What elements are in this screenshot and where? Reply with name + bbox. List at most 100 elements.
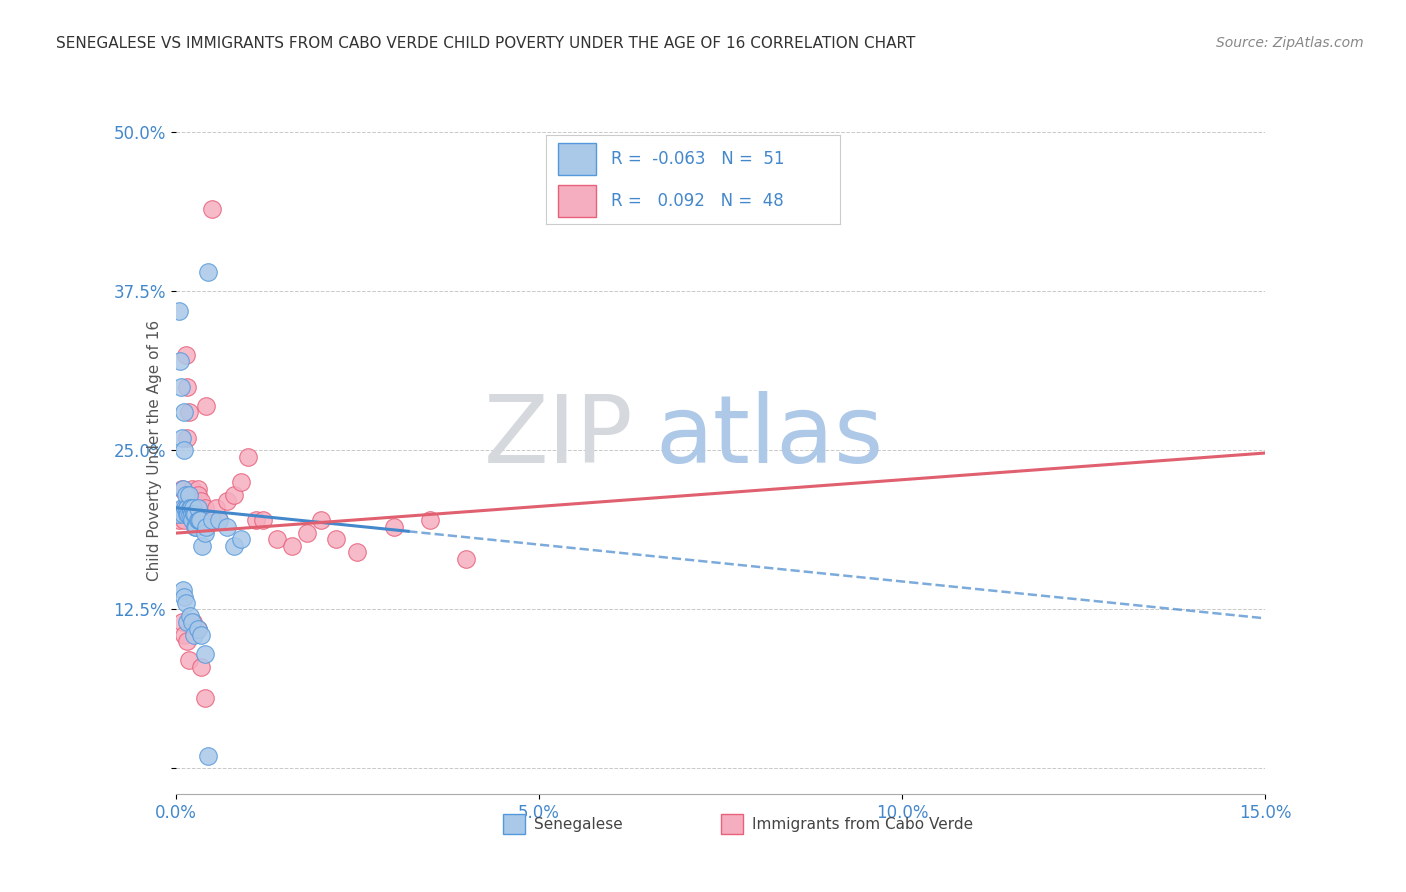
Point bbox=[172, 615, 194, 630]
Point bbox=[382, 520, 405, 534]
Point bbox=[176, 431, 198, 445]
Point bbox=[172, 507, 194, 521]
Point bbox=[169, 354, 191, 368]
Point bbox=[176, 507, 198, 521]
Point bbox=[281, 539, 304, 553]
Point bbox=[186, 622, 209, 636]
Point bbox=[186, 482, 209, 496]
Point bbox=[252, 513, 274, 527]
Point bbox=[325, 533, 347, 547]
Point bbox=[204, 500, 226, 515]
Point bbox=[222, 539, 245, 553]
Point bbox=[174, 507, 197, 521]
Point bbox=[238, 450, 260, 464]
Point bbox=[197, 265, 219, 279]
Point bbox=[190, 513, 212, 527]
Point bbox=[174, 488, 197, 502]
Point bbox=[197, 748, 219, 763]
Point bbox=[169, 507, 191, 521]
Point bbox=[179, 507, 201, 521]
Point bbox=[176, 380, 198, 394]
Point bbox=[183, 500, 205, 515]
Point bbox=[183, 520, 205, 534]
Point bbox=[194, 500, 217, 515]
Text: R =  -0.063   N =  51: R = -0.063 N = 51 bbox=[612, 150, 785, 168]
Point bbox=[208, 513, 231, 527]
Point bbox=[179, 500, 201, 515]
Point bbox=[173, 513, 195, 527]
Point bbox=[169, 303, 191, 318]
Point bbox=[179, 507, 201, 521]
Point bbox=[167, 507, 190, 521]
Text: Source: ZipAtlas.com: Source: ZipAtlas.com bbox=[1216, 36, 1364, 50]
Point bbox=[177, 405, 200, 419]
Point bbox=[172, 583, 194, 598]
Point bbox=[191, 539, 214, 553]
Point bbox=[195, 520, 218, 534]
Point bbox=[186, 488, 209, 502]
Point bbox=[188, 513, 211, 527]
Point bbox=[186, 622, 209, 636]
Point bbox=[190, 628, 212, 642]
Point bbox=[194, 647, 217, 661]
Point bbox=[231, 533, 253, 547]
Point bbox=[181, 513, 204, 527]
Point bbox=[174, 348, 197, 362]
Text: atlas: atlas bbox=[655, 391, 883, 483]
Point bbox=[456, 551, 478, 566]
Point bbox=[170, 380, 193, 394]
Point bbox=[176, 634, 198, 648]
Point bbox=[194, 691, 217, 706]
Point bbox=[172, 500, 194, 515]
Point bbox=[180, 482, 202, 496]
Point bbox=[186, 500, 209, 515]
Point bbox=[184, 507, 207, 521]
Point bbox=[188, 500, 211, 515]
Text: R =   0.092   N =  48: R = 0.092 N = 48 bbox=[612, 192, 783, 210]
Point bbox=[183, 507, 205, 521]
Point bbox=[181, 494, 204, 508]
Point bbox=[181, 500, 204, 515]
Point bbox=[174, 596, 197, 610]
Point bbox=[173, 628, 195, 642]
Point bbox=[186, 513, 209, 527]
Point bbox=[177, 653, 200, 667]
Text: ZIP: ZIP bbox=[484, 391, 633, 483]
Point bbox=[167, 513, 190, 527]
Point bbox=[419, 513, 441, 527]
Point bbox=[177, 488, 200, 502]
Point bbox=[179, 608, 201, 623]
Point bbox=[190, 659, 212, 673]
Point bbox=[183, 628, 205, 642]
Text: Senegalese: Senegalese bbox=[534, 817, 623, 831]
Point bbox=[173, 405, 195, 419]
Point bbox=[346, 545, 368, 559]
Point bbox=[173, 590, 195, 604]
Point bbox=[176, 500, 198, 515]
Point bbox=[184, 520, 207, 534]
Point bbox=[170, 500, 193, 515]
Point bbox=[180, 500, 202, 515]
Point bbox=[295, 526, 318, 541]
Point bbox=[201, 202, 224, 216]
Point bbox=[309, 513, 332, 527]
Point bbox=[184, 500, 207, 515]
Point bbox=[266, 533, 288, 547]
Text: Immigrants from Cabo Verde: Immigrants from Cabo Verde bbox=[751, 817, 973, 831]
Point bbox=[172, 482, 194, 496]
Point bbox=[208, 513, 231, 527]
Point bbox=[190, 494, 212, 508]
Y-axis label: Child Poverty Under the Age of 16: Child Poverty Under the Age of 16 bbox=[146, 320, 162, 581]
Point bbox=[174, 500, 197, 515]
Point bbox=[181, 615, 204, 630]
Point bbox=[201, 513, 224, 527]
Point bbox=[231, 475, 253, 490]
FancyBboxPatch shape bbox=[558, 143, 596, 175]
Point bbox=[180, 615, 202, 630]
Text: SENEGALESE VS IMMIGRANTS FROM CABO VERDE CHILD POVERTY UNDER THE AGE OF 16 CORRE: SENEGALESE VS IMMIGRANTS FROM CABO VERDE… bbox=[56, 36, 915, 51]
Point bbox=[245, 513, 267, 527]
Point bbox=[194, 526, 217, 541]
Point bbox=[215, 494, 238, 508]
Point bbox=[170, 482, 193, 496]
Point bbox=[222, 488, 245, 502]
